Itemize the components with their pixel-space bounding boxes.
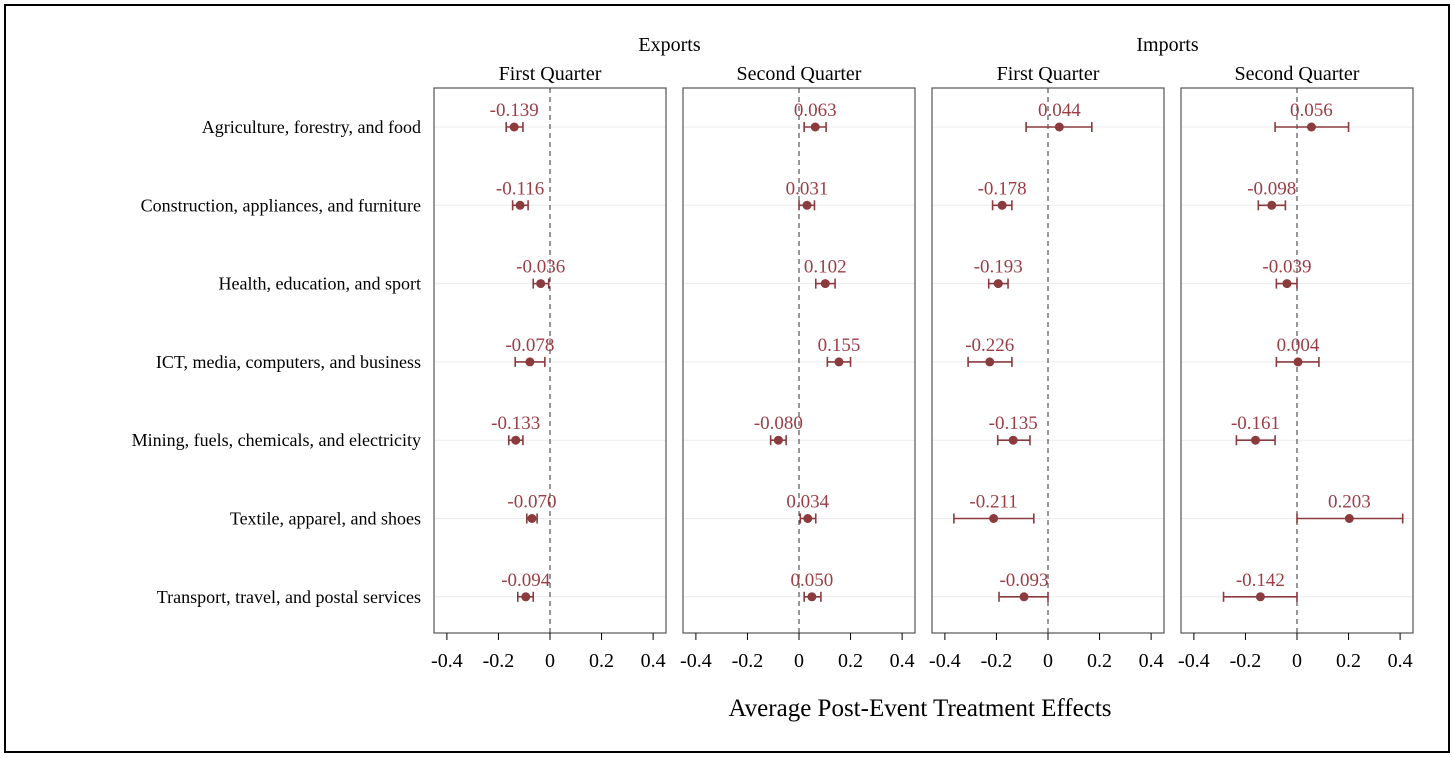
estimate-value-label: 0.004 <box>1277 335 1320 356</box>
estimate-value-label: -0.070 <box>507 492 556 513</box>
estimate-value-label: 0.034 <box>786 492 829 513</box>
estimate-value-label: 0.031 <box>786 178 829 199</box>
x-tick-label: 0.4 <box>890 650 915 672</box>
category-label: Transport, travel, and postal services <box>157 587 421 607</box>
x-tick-label: -0.4 <box>1178 650 1210 672</box>
x-tick-label: -0.4 <box>929 650 961 672</box>
x-tick-label: 0.2 <box>1087 650 1112 672</box>
estimate-point <box>1255 592 1265 602</box>
estimate-point <box>802 200 812 210</box>
group-title-imports: Imports <box>1136 34 1198 56</box>
x-tick-label: 0.2 <box>838 650 863 672</box>
panel-title: Second Quarter <box>1235 63 1360 85</box>
category-label: ICT, media, computers, and business <box>156 352 421 372</box>
x-tick-label: 0 <box>1292 650 1302 672</box>
x-tick-label: -0.4 <box>680 650 712 672</box>
estimate-point <box>1267 200 1277 210</box>
estimate-point <box>993 279 1003 289</box>
estimate-point <box>807 592 817 602</box>
estimate-value-label: -0.226 <box>965 335 1014 356</box>
estimate-value-label: -0.093 <box>999 570 1048 591</box>
x-tick-label: 0.4 <box>1139 650 1164 672</box>
estimate-value-label: 0.063 <box>794 100 837 121</box>
panels-layer: First Quarter -0.4 -0.2 0 0.2 0.4 -0.139 -0.116… <box>431 63 1414 672</box>
estimate-value-label: -0.211 <box>969 492 1017 513</box>
estimate-value-label: -0.098 <box>1247 178 1296 199</box>
estimate-point <box>1306 122 1316 132</box>
x-tick-label: 0.2 <box>1336 650 1361 672</box>
estimate-point <box>1293 357 1303 367</box>
estimate-point <box>834 357 844 367</box>
estimate-point <box>803 514 813 523</box>
estimate-point <box>1282 279 1292 289</box>
estimate-point <box>1250 435 1260 445</box>
estimate-value-label: 0.102 <box>804 257 847 278</box>
estimate-point <box>997 200 1007 210</box>
estimate-point <box>515 200 525 210</box>
x-axis-title: Average Post-Event Treatment Effects <box>728 695 1111 722</box>
panel-title: Second Quarter <box>737 63 862 85</box>
category-label: Agriculture, forestry, and food <box>202 117 421 137</box>
category-label: Construction, appliances, and furniture <box>141 195 421 215</box>
estimate-value-label: -0.039 <box>1262 257 1311 278</box>
estimate-value-label: 0.155 <box>818 335 861 356</box>
group-title-exports: Exports <box>638 34 700 56</box>
panel-title: First Quarter <box>997 63 1100 85</box>
category-label: Textile, apparel, and shoes <box>230 509 421 529</box>
estimate-value-label: -0.142 <box>1236 570 1285 591</box>
estimate-value-label: -0.135 <box>989 413 1038 434</box>
estimate-value-label: -0.133 <box>491 413 540 434</box>
category-label: Health, education, and sport <box>219 274 421 294</box>
estimate-point <box>509 122 519 132</box>
estimate-point <box>1054 122 1064 132</box>
estimate-point <box>527 514 537 523</box>
panel-exports-second-quarter: Second Quarter -0.4 -0.2 0 0.2 0.4 0.063 0.031 0… <box>680 63 916 672</box>
estimate-point <box>521 592 531 602</box>
figure-border <box>4 4 1450 753</box>
estimate-value-label: -0.078 <box>505 335 554 356</box>
estimate-value-label: 0.044 <box>1038 100 1081 121</box>
estimate-point <box>810 122 820 132</box>
x-tick-label: -0.2 <box>1230 650 1262 672</box>
panel-exports-first-quarter: First Quarter -0.4 -0.2 0 0.2 0.4 -0.139 -0.116… <box>431 63 667 672</box>
estimate-point <box>525 357 535 367</box>
x-tick-label: -0.2 <box>732 650 764 672</box>
estimate-value-label: -0.036 <box>516 257 565 278</box>
panel-imports-first-quarter: First Quarter -0.4 -0.2 0 0.2 0.4 0.044 -0.178 -… <box>929 63 1165 672</box>
x-tick-label: 0 <box>794 650 804 672</box>
estimate-value-label: -0.116 <box>496 178 544 199</box>
estimate-value-label: -0.193 <box>974 257 1023 278</box>
category-label: Mining, fuels, chemicals, and electricit… <box>132 430 421 450</box>
estimate-point <box>511 435 521 445</box>
estimate-value-label: -0.161 <box>1231 413 1280 434</box>
estimate-value-label: -0.080 <box>754 413 803 434</box>
x-tick-label: 0 <box>545 650 555 672</box>
estimate-value-label: 0.050 <box>791 570 834 591</box>
estimate-point <box>773 435 783 445</box>
estimate-value-label: 0.056 <box>1290 100 1333 121</box>
panel-imports-second-quarter: Second Quarter -0.4 -0.2 0 0.2 0.4 0.056 -0.098… <box>1178 63 1414 672</box>
estimate-value-label: -0.094 <box>501 570 551 591</box>
estimate-point <box>1008 435 1018 445</box>
x-tick-label: -0.2 <box>483 650 515 672</box>
x-tick-label: 0.2 <box>589 650 614 672</box>
x-tick-label: 0.4 <box>1388 650 1413 672</box>
estimate-value-label: 0.203 <box>1328 492 1371 513</box>
x-tick-label: 0.4 <box>641 650 666 672</box>
estimate-point <box>985 357 995 367</box>
category-labels: Agriculture, forestry, and food Construct… <box>132 117 421 607</box>
x-tick-label: -0.4 <box>431 650 463 672</box>
estimate-point <box>989 514 999 523</box>
x-tick-label: 0 <box>1043 650 1053 672</box>
estimate-value-label: -0.178 <box>978 178 1027 199</box>
panel-title: First Quarter <box>499 63 602 85</box>
estimate-value-label: -0.139 <box>490 100 539 121</box>
estimate-point <box>536 279 546 289</box>
estimate-point <box>820 279 830 289</box>
estimate-point <box>1344 514 1354 523</box>
estimate-point <box>1019 592 1029 602</box>
x-tick-label: -0.2 <box>981 650 1013 672</box>
panel-headers: Exports Imports <box>638 34 1198 56</box>
